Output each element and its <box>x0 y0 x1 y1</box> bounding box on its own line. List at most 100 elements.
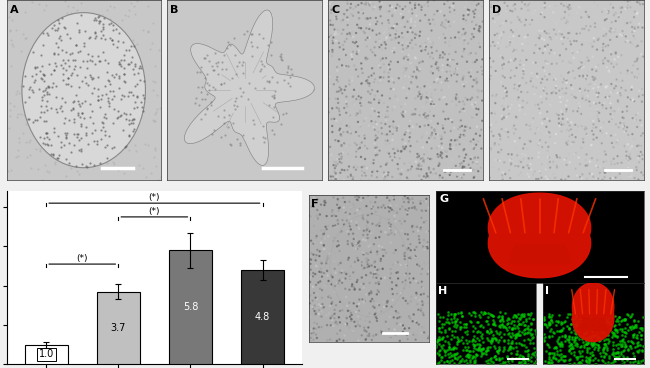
Point <box>562 116 573 122</box>
Point <box>413 57 423 63</box>
Point <box>610 51 621 57</box>
Point <box>415 224 426 230</box>
Point <box>396 133 407 139</box>
Point <box>506 344 516 350</box>
Point <box>398 114 409 120</box>
Point <box>448 145 459 151</box>
Point <box>499 114 509 120</box>
Point <box>601 130 612 136</box>
Point <box>109 144 119 150</box>
Point <box>614 353 625 359</box>
Point <box>332 74 343 80</box>
Point <box>551 3 561 9</box>
Point <box>593 343 603 348</box>
Point <box>510 335 520 341</box>
Point <box>408 229 419 234</box>
Point <box>313 199 323 205</box>
Point <box>118 127 128 133</box>
Point <box>396 30 407 36</box>
Point <box>613 141 623 147</box>
Point <box>499 309 510 315</box>
Point <box>90 35 100 41</box>
Point <box>580 73 591 79</box>
Point <box>276 121 286 127</box>
Point <box>387 297 398 303</box>
Point <box>392 177 402 183</box>
Point <box>597 9 607 15</box>
Point <box>47 152 58 158</box>
Point <box>421 199 431 205</box>
Point <box>411 13 422 19</box>
Point <box>514 315 525 321</box>
Point <box>155 174 166 180</box>
Point <box>325 1 335 7</box>
Text: 5.8: 5.8 <box>183 302 198 312</box>
Point <box>217 59 228 65</box>
Point <box>348 300 359 306</box>
Point <box>467 95 477 100</box>
Point <box>405 254 415 260</box>
Point <box>411 290 421 296</box>
Point <box>616 70 626 76</box>
Point <box>333 277 343 283</box>
Point <box>590 76 601 82</box>
Point <box>83 57 93 63</box>
Point <box>601 85 611 91</box>
Point <box>36 75 46 81</box>
Point <box>468 337 478 343</box>
Point <box>632 167 642 173</box>
Point <box>358 131 368 137</box>
Point <box>364 81 374 86</box>
Point <box>117 92 127 98</box>
Point <box>534 100 545 106</box>
Point <box>476 146 487 152</box>
Point <box>385 3 395 8</box>
Point <box>586 333 596 339</box>
Point <box>401 264 411 270</box>
Point <box>343 241 353 247</box>
Point <box>512 348 523 354</box>
Point <box>401 168 411 174</box>
Point <box>311 263 322 269</box>
Point <box>621 156 632 162</box>
Point <box>312 296 322 302</box>
Point <box>336 86 346 92</box>
Point <box>631 335 642 340</box>
Point <box>625 343 635 349</box>
Point <box>103 77 113 83</box>
Point <box>108 159 118 164</box>
Point <box>416 166 426 172</box>
Point <box>601 152 611 158</box>
Point <box>459 83 469 89</box>
Point <box>332 202 343 208</box>
Point <box>406 0 416 6</box>
Point <box>421 40 431 46</box>
Point <box>417 302 428 308</box>
Point <box>529 169 539 175</box>
Point <box>143 29 153 35</box>
Point <box>390 332 400 338</box>
Point <box>622 357 632 363</box>
Point <box>423 51 434 57</box>
Point <box>363 264 373 270</box>
Point <box>606 25 616 31</box>
Point <box>312 247 322 253</box>
Point <box>283 81 293 86</box>
Point <box>632 336 642 342</box>
Point <box>495 356 505 362</box>
Point <box>374 98 385 103</box>
Point <box>436 357 446 363</box>
Point <box>497 126 507 132</box>
Point <box>552 164 562 170</box>
Point <box>462 328 473 334</box>
Point <box>346 312 357 318</box>
Point <box>608 332 618 338</box>
Point <box>448 345 458 351</box>
Point <box>266 127 277 133</box>
Point <box>309 330 319 336</box>
Point <box>337 42 348 48</box>
Point <box>395 338 405 344</box>
Point <box>573 66 584 71</box>
Point <box>540 58 551 64</box>
Point <box>409 69 419 75</box>
